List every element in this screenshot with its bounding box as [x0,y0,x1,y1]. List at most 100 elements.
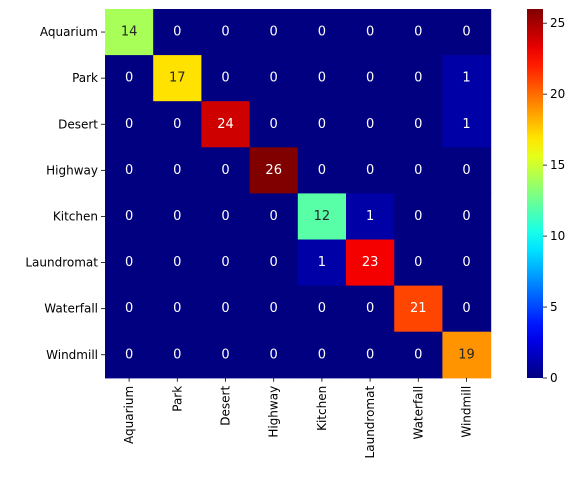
y-tick-label: Windmill [46,348,98,362]
cell-value-label: 0 [173,347,181,362]
cell-value-label: 1 [318,255,326,270]
heatmap-cell [394,55,443,102]
cell-value-label: 14 [121,25,138,40]
heatmap-cell [394,147,443,194]
heatmap-cell [394,9,443,56]
x-tick-label: Desert [219,386,233,426]
cell-value-label: 0 [221,25,229,40]
cell-value-label: 0 [366,25,374,40]
heatmap-cell [297,147,347,194]
cell-value-label: 0 [173,25,181,40]
cell-value-label: 0 [125,117,133,132]
heatmap-cell [442,55,492,102]
heatmap-cell [346,285,395,333]
heatmap-cell [249,101,299,148]
heatmap-cell [201,147,251,194]
heatmap-cell [201,239,251,287]
cell-value-label: 0 [221,347,229,362]
heatmap-cell [249,285,299,333]
cell-value-label: 19 [458,347,475,362]
heatmap-cell [153,9,202,56]
heatmap-cell [153,193,202,241]
cell-value-label: 0 [414,255,422,270]
cell-value-label: 12 [314,209,331,224]
heatmap-cell [297,193,347,241]
heatmap-cell [297,101,347,148]
cell-value-label: 0 [125,163,133,178]
cell-value-label: 21 [410,301,427,316]
cell-value-label: 1 [462,117,470,132]
y-tick-label: Kitchen [53,209,98,223]
cell-value-label: 0 [462,163,470,178]
cell-value-label: 0 [125,71,133,86]
cell-value-label: 0 [125,209,133,224]
colorbar-tick-label: 15 [550,158,565,172]
heatmap-cell [153,147,202,194]
heatmap-cell [249,239,299,287]
x-tick-label: Waterfall [411,386,425,440]
heatmap-cell [249,193,299,241]
heatmap-cell [346,9,395,56]
heatmap-cell [201,331,251,379]
cell-value-label: 0 [462,255,470,270]
heatmap-cell [297,55,347,102]
x-tick-label: Kitchen [315,386,329,431]
cell-value-label: 0 [366,347,374,362]
colorbar: 0 5 10 15 20 25 [527,9,565,385]
x-axis: Aquarium Park Desert Highway Kitchen Laundrom… [122,377,474,459]
heatmap-cell [346,239,395,287]
x-tick-label: Aquarium [122,386,136,444]
cell-value-label: 0 [366,301,374,316]
cell-value-label: 0 [270,301,278,316]
colorbar-tick-label: 0 [550,371,558,385]
heatmap-cell [105,239,154,287]
heatmap-cell [346,101,395,148]
x-tick-label: Windmill [460,386,474,438]
cell-value-label: 0 [221,255,229,270]
cell-value-label: 0 [270,117,278,132]
cell-value-label: 0 [270,347,278,362]
cell-value-label: 0 [318,301,326,316]
cell-value-label: 0 [221,163,229,178]
heatmap-cell [201,55,251,102]
cell-value-label: 0 [318,163,326,178]
heatmap-cell [201,285,251,333]
cell-value-label: 0 [221,71,229,86]
heatmap-cell [442,9,492,56]
cell-value-label: 26 [265,163,282,178]
colorbar-tick-label: 25 [550,16,565,30]
cell-value-label: 0 [125,347,133,362]
heatmap-cell [442,147,492,194]
colorbar-tick-label: 5 [550,300,558,314]
heatmap-cell [201,193,251,241]
cell-value-label: 0 [125,301,133,316]
cell-value-label: 0 [462,301,470,316]
heatmap-cell [346,147,395,194]
cell-value-label: 0 [414,25,422,40]
y-axis: Aquarium Park Desert Highway Kitchen Laundrom… [25,25,105,362]
cell-value-label: 0 [318,71,326,86]
cell-value-label: 0 [125,255,133,270]
heatmap-cell [442,193,492,241]
y-tick-label: Aquarium [40,25,98,39]
y-tick-label: Desert [58,117,98,131]
x-tick-label: Highway [267,386,281,438]
colorbar-tick-label: 10 [550,229,565,243]
cell-value-label: 0 [173,255,181,270]
cell-value-label: 0 [173,117,181,132]
heatmap-cell [153,239,202,287]
cell-value-label: 0 [318,25,326,40]
x-tick-label: Laundromat [363,386,377,459]
heatmap-cell [297,9,347,56]
cell-value-label: 0 [462,25,470,40]
cell-value-label: 0 [414,209,422,224]
cell-value-label: 0 [414,347,422,362]
cell-value-label: 0 [173,301,181,316]
cell-value-label: 0 [318,347,326,362]
cell-value-label: 0 [270,255,278,270]
heatmap-cell [153,101,202,148]
heatmap-cell [297,331,347,379]
cell-value-label: 0 [318,117,326,132]
heatmap-cell-labels: 14 0 0 0 0 0 0 0 0 17 0 0 0 0 0 1 0 0 24 0 0 0 0 1 0 0 0 26 0 0 0 0 0 0 0 0… [121,25,475,363]
cell-value-label: 0 [270,25,278,40]
